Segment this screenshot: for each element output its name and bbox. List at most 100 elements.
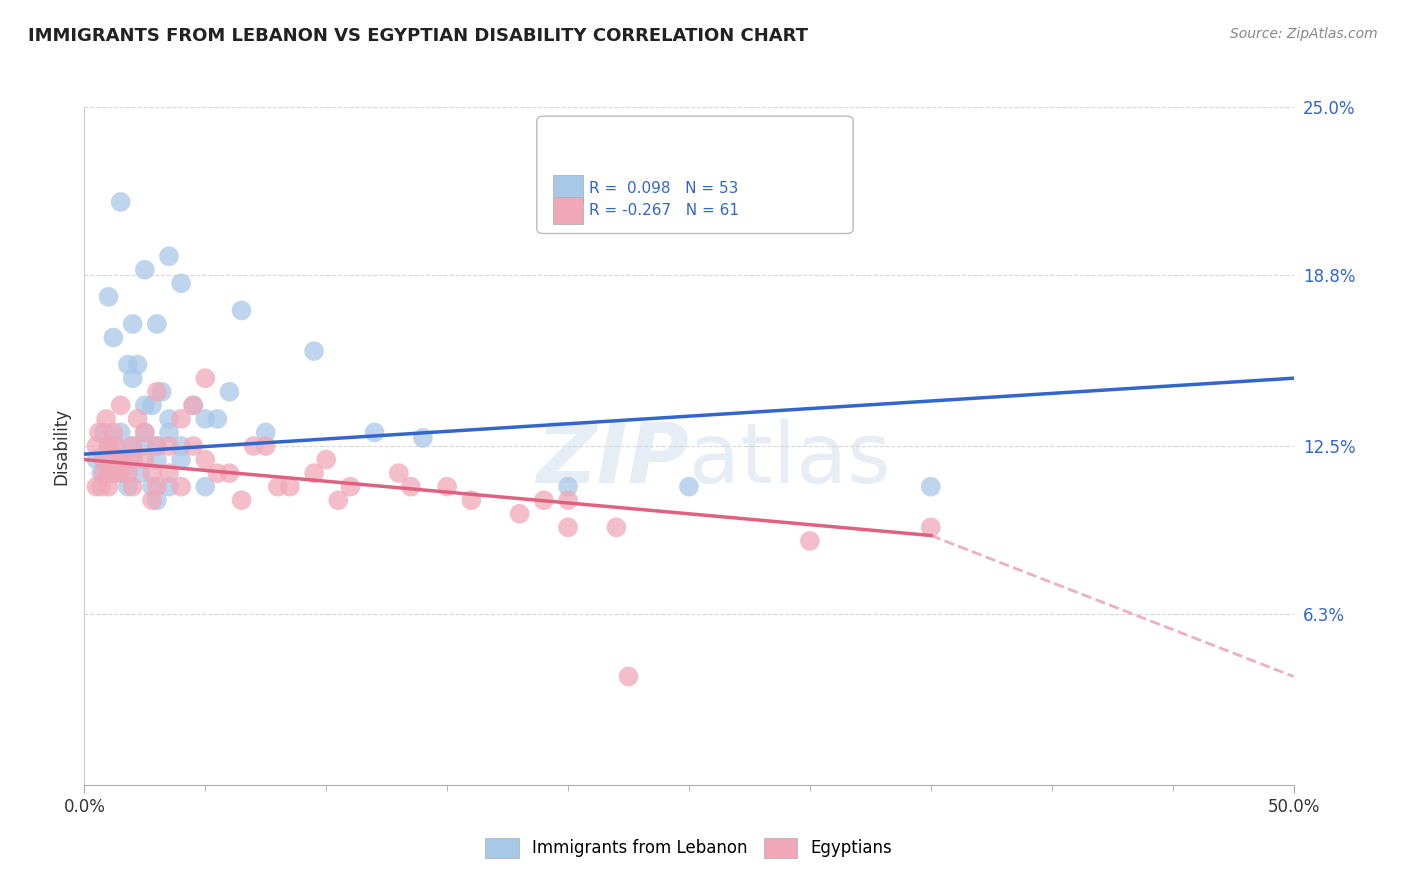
Point — [97, 439, 120, 453]
Point — [110, 452, 132, 467]
Point — [678, 480, 700, 494]
Point — [617, 669, 640, 683]
Point — [181, 439, 204, 453]
Point — [254, 439, 277, 453]
Point — [112, 452, 135, 467]
Point — [104, 439, 127, 453]
Point — [218, 466, 240, 480]
Point — [181, 398, 204, 412]
Point — [557, 480, 579, 494]
Point — [157, 249, 180, 263]
Point — [97, 480, 120, 494]
Point — [363, 425, 385, 440]
Point — [103, 466, 125, 480]
Point — [150, 384, 173, 399]
Point — [605, 520, 627, 534]
Point — [121, 317, 143, 331]
Point — [127, 358, 149, 372]
Point — [146, 439, 169, 453]
Point — [302, 466, 325, 480]
Point — [117, 480, 139, 494]
Text: ZIP: ZIP — [536, 419, 689, 500]
Point — [110, 425, 132, 440]
Point — [231, 303, 253, 318]
Point — [181, 398, 204, 412]
Point — [141, 493, 163, 508]
Point — [97, 439, 120, 453]
Point — [117, 466, 139, 480]
Point — [110, 452, 132, 467]
Point — [110, 194, 132, 209]
Point — [170, 412, 193, 426]
Point — [436, 480, 458, 494]
Point — [141, 398, 163, 412]
Point — [242, 439, 264, 453]
Point — [97, 466, 120, 480]
Point — [218, 384, 240, 399]
Text: IMMIGRANTS FROM LEBANON VS EGYPTIAN DISABILITY CORRELATION CHART: IMMIGRANTS FROM LEBANON VS EGYPTIAN DISA… — [28, 27, 808, 45]
Point — [97, 466, 120, 480]
Point — [170, 439, 193, 453]
Point — [86, 452, 108, 467]
Point — [87, 425, 110, 440]
Point — [194, 371, 217, 385]
Point — [170, 277, 193, 291]
Point — [93, 425, 115, 440]
Point — [254, 425, 277, 440]
Point — [121, 371, 143, 385]
Point — [146, 480, 169, 494]
Point — [121, 439, 143, 453]
Point — [90, 466, 112, 480]
Point — [141, 466, 163, 480]
Point — [315, 452, 337, 467]
Point — [302, 344, 325, 359]
Point — [509, 507, 531, 521]
Point — [97, 452, 120, 467]
Point — [194, 412, 217, 426]
Point — [134, 439, 156, 453]
Point — [121, 452, 143, 467]
Point — [157, 412, 180, 426]
Point — [86, 439, 108, 453]
Point — [134, 452, 156, 467]
Y-axis label: Disability: Disability — [52, 408, 70, 484]
Point — [231, 493, 253, 508]
Point — [103, 466, 125, 480]
Point — [110, 466, 132, 480]
Point — [328, 493, 350, 508]
Point — [460, 493, 482, 508]
Point — [93, 452, 115, 467]
Point — [278, 480, 301, 494]
Point — [207, 412, 229, 426]
Point — [146, 317, 169, 331]
Point — [94, 412, 117, 426]
Point — [799, 533, 821, 548]
Text: R =  0.098   N = 53: R = 0.098 N = 53 — [589, 181, 738, 196]
Point — [90, 480, 112, 494]
Point — [104, 439, 127, 453]
Point — [194, 452, 217, 467]
Point — [141, 480, 163, 494]
Point — [134, 262, 156, 277]
Point — [121, 439, 143, 453]
Point — [103, 330, 125, 344]
Point — [129, 466, 152, 480]
Point — [121, 452, 143, 467]
Point — [110, 452, 132, 467]
Point — [110, 398, 132, 412]
Point — [339, 480, 361, 494]
Text: R = -0.267   N = 61: R = -0.267 N = 61 — [589, 202, 740, 218]
Point — [121, 480, 143, 494]
Point — [157, 439, 180, 453]
Point — [557, 520, 579, 534]
Point — [103, 425, 125, 440]
Point — [117, 358, 139, 372]
Point — [388, 466, 411, 480]
Point — [920, 480, 942, 494]
Point — [127, 412, 149, 426]
Point — [399, 480, 422, 494]
Point — [557, 493, 579, 508]
Legend: Immigrants from Lebanon, Egyptians: Immigrants from Lebanon, Egyptians — [478, 831, 900, 864]
Point — [170, 480, 193, 494]
Point — [134, 425, 156, 440]
